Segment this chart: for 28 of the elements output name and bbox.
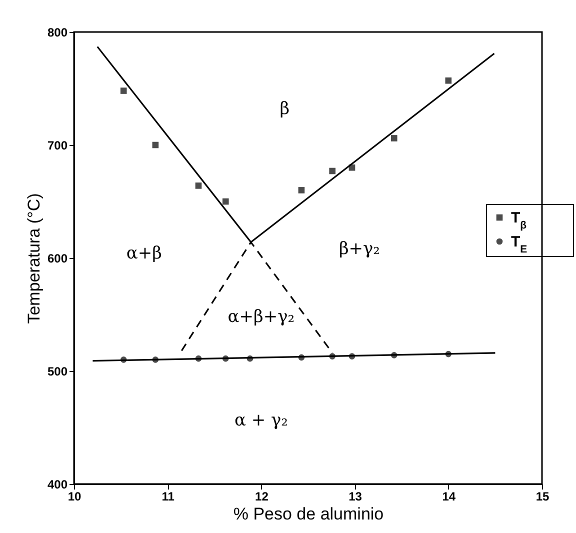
point	[390, 135, 398, 142]
x-tick-label: 11	[162, 490, 175, 504]
legend-label: T$_{E}$	[511, 234, 528, 256]
legend-label: T$_{β}$	[511, 210, 528, 232]
point	[120, 88, 127, 94]
point	[445, 77, 452, 84]
point	[222, 198, 229, 205]
annotation: α + γ₂	[234, 410, 288, 431]
annotation: β+γ₂	[338, 238, 380, 259]
y-axis-title: Temperatura (°C)	[24, 193, 44, 324]
annotation: β	[280, 98, 290, 119]
point	[329, 168, 336, 174]
x-tick-label: 10	[68, 490, 82, 504]
x-axis-title: % Peso de aluminio	[233, 504, 384, 524]
point	[195, 182, 202, 189]
x-tick-label: 15	[536, 490, 550, 504]
y-tick-label: 700	[47, 138, 68, 152]
annotation: α+β+γ₂	[228, 306, 295, 327]
point	[152, 142, 159, 148]
point	[298, 187, 305, 194]
y-tick-label: 400	[47, 478, 68, 492]
x-tick-label: 13	[348, 490, 362, 504]
annotation: α+β	[126, 243, 162, 264]
y-tick-label: 600	[47, 252, 68, 266]
x-tick-label: 14	[442, 490, 456, 504]
y-tick-label: 500	[47, 364, 68, 378]
y-tick-label: 800	[47, 26, 68, 40]
x-tick-label: 12	[255, 490, 269, 504]
